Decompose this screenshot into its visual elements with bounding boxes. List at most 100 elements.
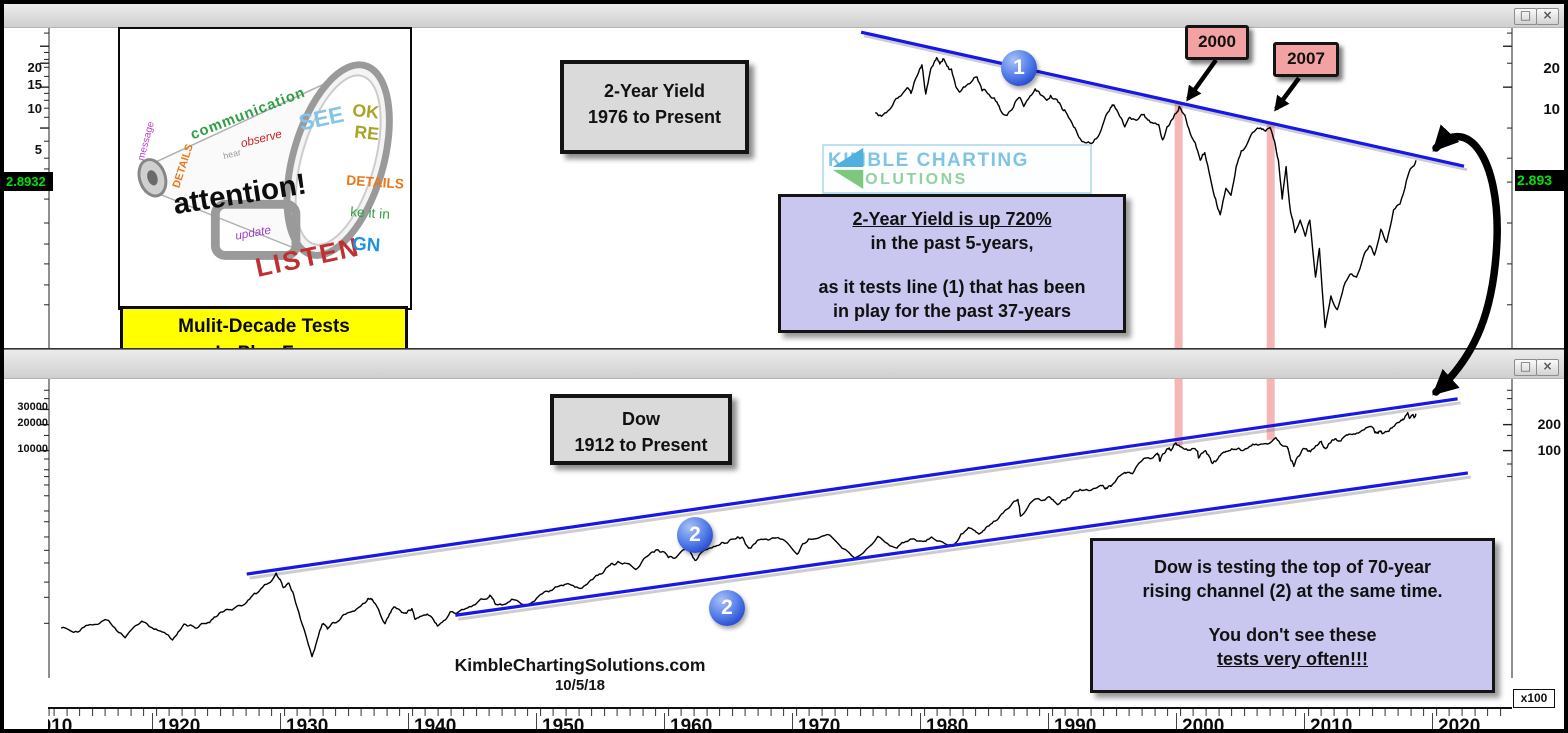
banner-box: Mulit-Decade Tests In Play For Yields an… xyxy=(120,306,408,348)
maximize-icon[interactable]: □ xyxy=(1514,8,1537,25)
megaphone-handle xyxy=(210,199,301,260)
megaphone-word: message xyxy=(136,120,157,162)
label-arrow-2007 xyxy=(1274,76,1301,112)
dow-note-line1: Dow is testing the top of 70-year xyxy=(1153,557,1432,577)
trendline-shadow xyxy=(863,34,1468,172)
banner-line2: In Play For xyxy=(123,340,405,348)
x-axis-separator xyxy=(920,713,921,729)
y-axis-tick-label: 200 xyxy=(1537,416,1561,432)
megaphone-word: update xyxy=(234,224,272,243)
close-icon[interactable]: × xyxy=(1536,8,1559,25)
dow-note-box: Dow is testing the top of 70-year rising… xyxy=(1090,538,1495,693)
x-axis-year-label: 2020 xyxy=(1438,716,1481,729)
channel-upper-shadow xyxy=(249,401,1461,580)
x-axis-year-label: 1930 xyxy=(286,716,329,729)
dow-note-line4: tests very often!!! xyxy=(1216,649,1369,669)
x-axis-separator xyxy=(1048,713,1049,729)
site-name: KimbleChartingSolutions.com xyxy=(454,655,706,675)
yield-title-line1: 2-Year Yield xyxy=(603,81,706,101)
note-line1: 2-Year Yield is up 720% xyxy=(852,209,1052,229)
x-axis-year-label: 1990 xyxy=(1054,716,1097,729)
y-axis-tick-label: 10000 xyxy=(17,443,48,455)
watermark-line1: KIMBLE CHARTING xyxy=(828,149,1029,171)
maximize-icon[interactable]: □ xyxy=(1514,359,1537,376)
y-axis-tick-label: 30000 xyxy=(17,401,48,413)
x-axis-year-label: 1940 xyxy=(414,716,457,729)
x-axis-year-label: 1970 xyxy=(798,716,841,729)
kimble-logo-icon xyxy=(832,147,864,190)
x-axis-separator xyxy=(1304,713,1305,729)
banner-line1: Mulit-Decade Tests xyxy=(178,316,350,337)
x-axis-separator xyxy=(536,713,537,729)
dow-note-line2: rising channel (2) at the same time. xyxy=(1142,581,1443,601)
dow-title-line2: 1912 to Present xyxy=(574,435,708,455)
dow-note-line3: You don't see these xyxy=(1208,625,1377,645)
note-line4: in play for the past 37-years xyxy=(832,301,1072,321)
dow-chart-plot xyxy=(40,379,1513,678)
scale-multiplier: x100 xyxy=(1513,689,1555,708)
y-axis-tick-label: 15 xyxy=(27,77,42,92)
site-date: 10/5/18 xyxy=(554,677,606,694)
event-label-2000: 2000 xyxy=(1185,25,1249,60)
megaphone-bell-face xyxy=(294,74,382,246)
trendline-1 xyxy=(860,30,1465,168)
x-axis-year-label: 2000 xyxy=(1182,716,1225,729)
event-band-2007 xyxy=(1266,379,1275,440)
megaphone-word: DETAILS xyxy=(346,173,405,192)
kimble-watermark-text: KIMBLE CHARTING SOLUTIONS xyxy=(828,149,1029,188)
titlebar-top: □ × xyxy=(4,4,1564,28)
megaphone-word: ke it in xyxy=(350,204,391,222)
label-arrow-2000 xyxy=(1186,58,1218,102)
titlebar-bottom: □ × xyxy=(4,350,1564,379)
y-axis-tick-label: 20 xyxy=(1543,60,1560,77)
x-axis-year-label: 1960 xyxy=(670,716,713,729)
dow-chart-area: Dow 1912 to Present Dow is testing the t… xyxy=(4,379,1564,729)
window-2yr-yield: □ × KIMBLE CHARTING SOLUTIONS 2.8932 2.8… xyxy=(4,4,1564,349)
kimble-watermark: KIMBLE CHARTING SOLUTIONS xyxy=(822,144,1092,194)
x-axis-year-label: 2010 xyxy=(1310,716,1353,729)
current-yield-label-left: 2.8932 xyxy=(4,172,53,191)
x-axis-year-label: 1980 xyxy=(926,716,969,729)
channel-lower-shadow xyxy=(458,475,1472,621)
window-dow: □ × Dow 1912 to Present Dow is testing t… xyxy=(4,349,1564,729)
x-axis[interactable]: 1910 1920 1930 1940 1950 1960 1970 1980 1990 2000… xyxy=(48,707,1512,729)
note-line2: in the past 5-years, xyxy=(870,233,1034,253)
x-axis-separator xyxy=(1176,713,1177,729)
x-axis-separator xyxy=(152,713,153,729)
note-line3: as it tests line (1) that has been xyxy=(818,277,1086,297)
megaphone-word: GN xyxy=(352,233,381,256)
yield-chart-plot xyxy=(40,27,1513,348)
trendline-1-badge: 1 xyxy=(1001,50,1037,86)
y-axis-tick-label: 10 xyxy=(27,101,42,116)
y-axis-tick-label: 5 xyxy=(34,142,42,157)
x-axis-year-label: 1950 xyxy=(542,716,585,729)
megaphone-word: RE xyxy=(353,122,380,144)
megaphone-graphic: communicationobservehearSEEattention!DET… xyxy=(136,61,405,283)
x-axis-separator xyxy=(280,713,281,729)
channel-upper-line xyxy=(246,397,1458,576)
channel-lower-line xyxy=(455,471,1469,617)
current-yield-label-right: 2.893 xyxy=(1515,170,1564,191)
site-credit: KimbleChartingSolutions.com 10/5/18 xyxy=(430,655,730,696)
megaphone-word: OK xyxy=(352,100,381,123)
y-axis-tick-label: 10 xyxy=(1543,101,1560,118)
x-axis-ticks xyxy=(48,709,1512,716)
x-axis-separator xyxy=(1432,713,1433,729)
y-axis-tick-label: 100 xyxy=(1537,442,1561,458)
dow-title-line1: Dow xyxy=(622,409,660,429)
yield-chart-area: KIMBLE CHARTING SOLUTIONS 2.8932 2.893 2… xyxy=(4,25,1564,348)
x-axis-separator xyxy=(792,713,793,729)
dow-line xyxy=(60,412,1417,658)
megaphone-word: hear xyxy=(222,147,242,161)
y-axis-tick-label: 20000 xyxy=(17,417,48,429)
channel-2-badge-lower: 2 xyxy=(709,590,745,626)
x-axis-year-label: 1920 xyxy=(158,716,201,729)
y-axis-tick-label: 20 xyxy=(27,60,42,75)
dow-title-box: Dow 1912 to Present xyxy=(550,394,732,465)
event-band-2000 xyxy=(1174,102,1183,348)
close-icon[interactable]: × xyxy=(1536,359,1559,376)
event-label-2007: 2007 xyxy=(1273,42,1339,77)
megaphone-image: communication observe hear SEE attention! DET… xyxy=(118,27,412,310)
x-axis-separator xyxy=(408,713,409,729)
yield-line xyxy=(874,56,1417,329)
